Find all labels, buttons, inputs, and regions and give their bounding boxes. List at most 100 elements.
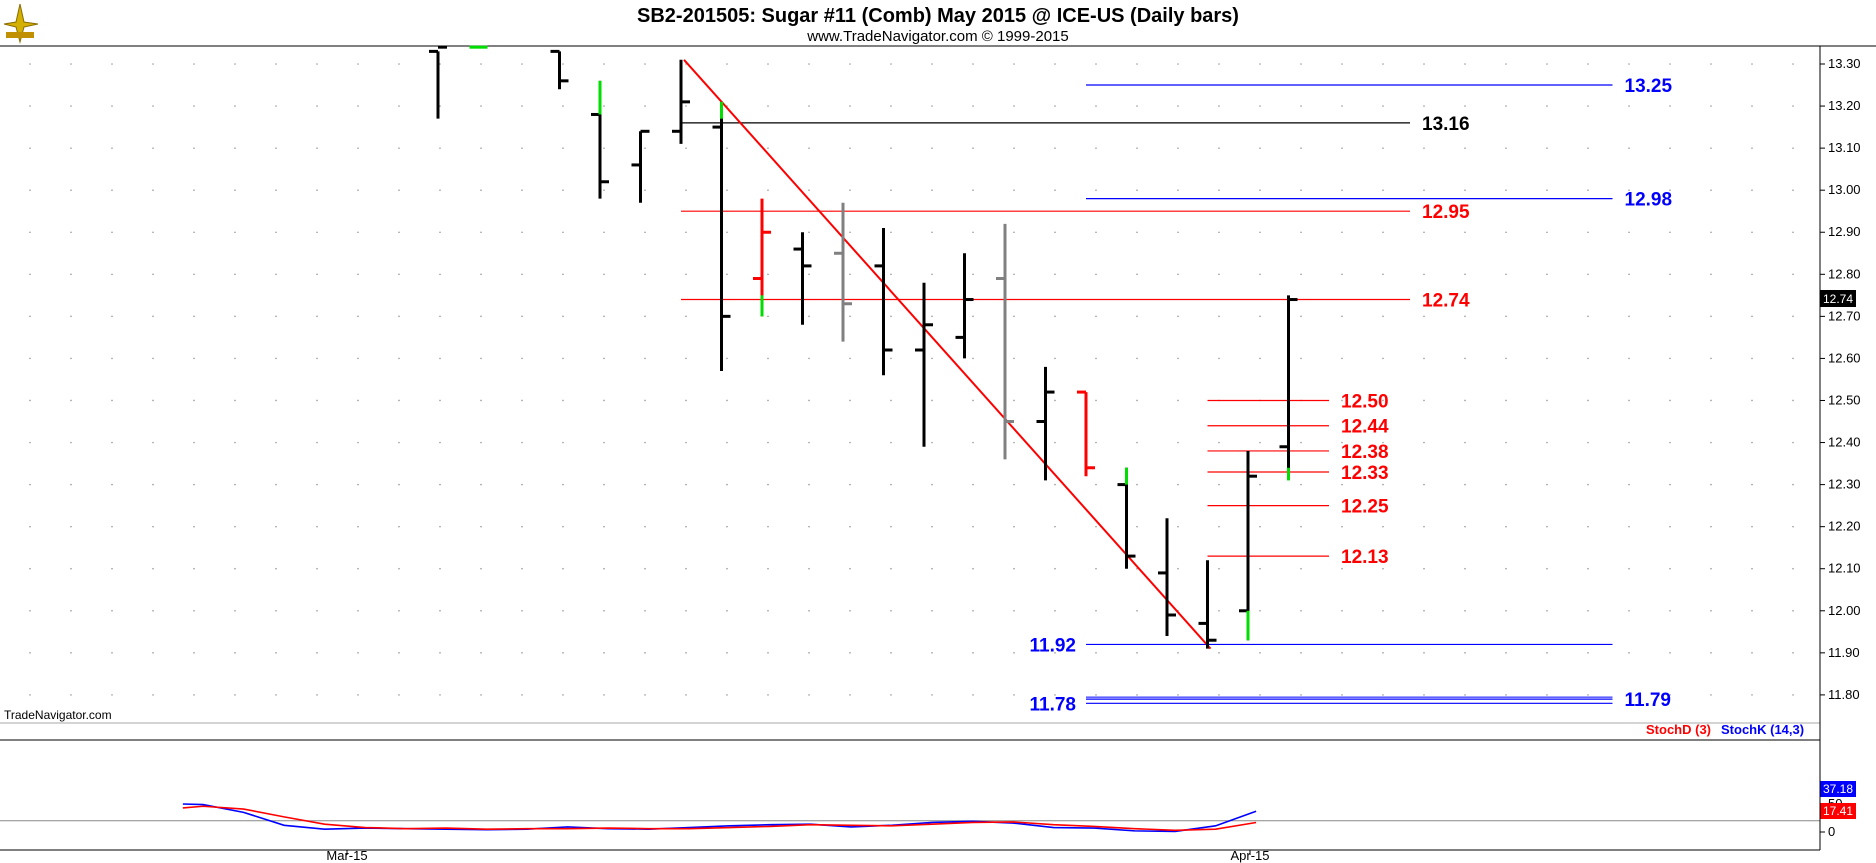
grid-dot (398, 315, 400, 318)
grid-dot (890, 147, 892, 149)
grid-dot (1628, 315, 1630, 318)
grid-dot (152, 189, 154, 191)
grid-dot (1341, 694, 1343, 696)
grid-dot (1382, 399, 1384, 402)
grid-dot (1710, 609, 1712, 612)
grid-dot (644, 483, 646, 486)
grid-dot (1013, 231, 1015, 234)
grid-dot (1136, 609, 1138, 612)
grid-dot (1013, 399, 1015, 402)
grid-dot (562, 525, 564, 528)
grid-dot (1013, 357, 1015, 360)
ohlc-bar (469, 45, 488, 49)
grid-dot (1792, 483, 1794, 486)
grid-dot (1177, 525, 1179, 528)
grid-dot (480, 399, 482, 402)
grid-dot (972, 231, 974, 234)
grid-dot (1382, 441, 1384, 444)
grid-dot (275, 315, 277, 318)
grid-dot (111, 147, 113, 149)
grid-dot (1464, 694, 1466, 696)
grid-dot (275, 652, 277, 654)
price-tick-label: 12.90 (1828, 224, 1861, 239)
grid-dot (603, 273, 605, 276)
grid-dot (931, 652, 933, 654)
grid-dot (1792, 652, 1794, 654)
grid-dot (70, 189, 72, 191)
grid-dot (193, 315, 195, 318)
grid-dot (1669, 273, 1671, 276)
grid-dot (849, 273, 851, 276)
grid-dot (890, 483, 892, 486)
grid-dot (1710, 273, 1712, 276)
grid-dot (1382, 357, 1384, 360)
grid-dot (398, 357, 400, 360)
grid-dot (1095, 357, 1097, 360)
grid-dot (152, 483, 154, 486)
grid-dot (1628, 189, 1630, 191)
grid-dot (1218, 609, 1220, 612)
ohlc-bar (550, 49, 569, 90)
level-label-12.33: 12.33 (1341, 463, 1389, 484)
grid-dot (1300, 273, 1302, 276)
grid-dot (1382, 483, 1384, 486)
grid-dot (1710, 567, 1712, 570)
grid-dot (1013, 652, 1015, 654)
grid-dot (1464, 357, 1466, 360)
grid-dot (1505, 525, 1507, 528)
grid-dot (357, 147, 359, 149)
grid-dot (1710, 357, 1712, 360)
grid-dot (808, 441, 810, 444)
grid-dot (890, 315, 892, 318)
grid-dot (152, 231, 154, 234)
ohlc-bar (996, 223, 1014, 460)
grid-dot (931, 273, 933, 276)
grid-dot (603, 357, 605, 360)
grid-dot (1300, 105, 1302, 107)
grid-dot (439, 63, 441, 65)
grid-dot (398, 441, 400, 444)
grid-dot (275, 105, 277, 107)
grid-dot (1382, 273, 1384, 276)
grid-dot (193, 525, 195, 528)
grid-dot (316, 315, 318, 318)
grid-dot (398, 567, 400, 570)
grid-dot (644, 315, 646, 318)
grid-dot (849, 652, 851, 654)
grid-dot (193, 609, 195, 612)
grid-dot (1751, 315, 1753, 318)
grid-dot (1218, 105, 1220, 107)
grid-dot (1546, 315, 1548, 318)
grid-dot (29, 231, 31, 234)
grid-dot (1792, 525, 1794, 528)
grid-dot (1218, 315, 1220, 318)
grid-dot (644, 189, 646, 191)
grid-dot (1177, 63, 1179, 65)
grid-dot (1464, 105, 1466, 107)
grid-dot (1464, 273, 1466, 276)
grid-dot (193, 105, 195, 107)
grid-dot (1300, 441, 1302, 444)
grid-dot (1751, 567, 1753, 570)
grid-dot (685, 315, 687, 318)
grid-dot (767, 147, 769, 149)
level-label-11.78: 11.78 (1030, 694, 1077, 715)
grid-dot (562, 694, 564, 696)
grid-dot (357, 273, 359, 276)
grid-dot (1505, 189, 1507, 191)
grid-dot (29, 483, 31, 486)
grid-dot (1177, 189, 1179, 191)
grid-dot (1710, 105, 1712, 107)
grid-dot (70, 609, 72, 612)
grid-dot (972, 694, 974, 696)
grid-dot (1669, 63, 1671, 65)
grid-dot (931, 105, 933, 107)
grid-dot (562, 315, 564, 318)
grid-dot (1218, 525, 1220, 528)
grid-dot (1095, 189, 1097, 191)
grid-dot (1792, 147, 1794, 149)
grid-dot (1587, 105, 1589, 107)
grid-dot (193, 189, 195, 191)
grid-dot (767, 441, 769, 444)
grid-dot (972, 357, 974, 360)
